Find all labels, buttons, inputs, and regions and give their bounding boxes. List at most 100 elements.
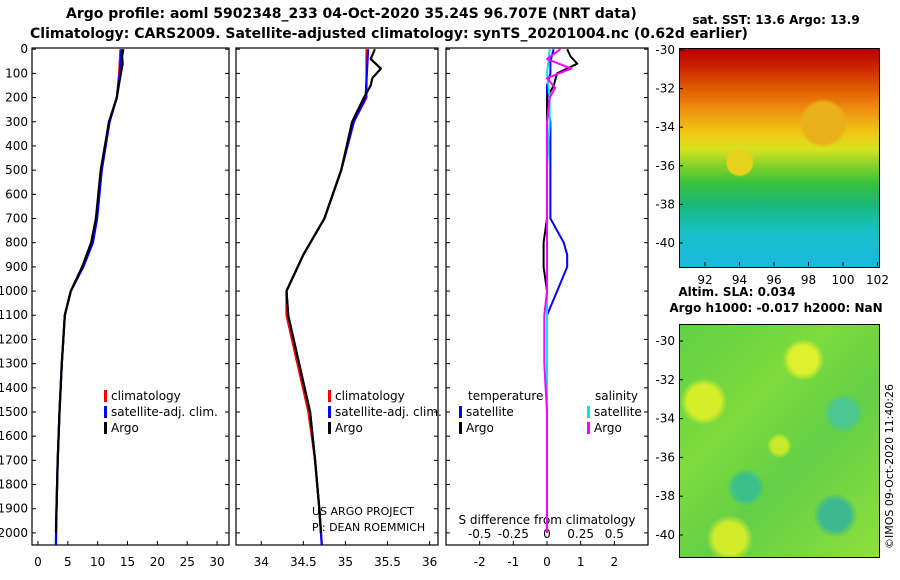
depth-tick-label: 2000 [0,526,28,540]
diff-legend-salinity-title: salinity [595,389,638,403]
sst-map-lat-label: -30 [655,43,675,57]
depth-tick-label: 1100 [0,308,28,322]
sla-map-lat-label: -34 [655,412,675,426]
sal-legend-label: Argo [335,421,363,435]
sla-map-lat-label: -30 [655,334,675,348]
temp-x-tick-label: 20 [150,555,165,569]
sal-legend-swatch [328,390,331,402]
depth-tick-label: 200 [5,91,28,105]
sal-legend-label: climatology [335,389,405,403]
sal-x-tick-label: 34.5 [290,555,317,569]
panel-frame-1 [31,47,230,546]
diff-temp-legend-swatch [459,406,462,418]
series-diff-salinity-argo [543,48,573,533]
temp-legend-label: climatology [111,389,181,403]
temp-legend-swatch [104,406,107,418]
pi-annotation: PI: DEAN ROEMMICH [312,521,425,534]
series-climatology [285,49,368,546]
depth-tick-label: 100 [5,66,28,80]
series-argo [54,49,125,533]
diff-sal-x-tick-label: -0.5 [468,527,491,541]
sla-map-title-1: Altim. SLA: 0.034 [678,285,795,299]
sal-x-tick-label: 34 [254,555,269,569]
depth-tick-label: 1400 [0,381,28,395]
sla-map [679,324,880,558]
diff-temp-x-tick-label: -2 [474,555,486,569]
sla-map-title-2: Argo h1000: -0.017 h2000: NaN [669,301,882,315]
sal-x-tick-label: 35.5 [374,555,401,569]
sal-legend-label: satellite-adj. clim. [335,405,442,419]
depth-tick-label: 1900 [0,502,28,516]
sst-map-lat-label: -34 [655,120,675,134]
diff-sal-legend-label: Argo [594,421,622,435]
temp-legend-label: Argo [111,421,139,435]
sst-map-lon-label: 94 [732,273,747,287]
depth-tick-label: 800 [5,236,28,250]
diff-sal-x-tick-label: -0.25 [498,527,529,541]
diff-sal-legend-swatch [587,406,590,418]
sst-map-lat-label: -40 [655,236,675,250]
sla-map-lat-label: -32 [655,373,675,387]
series-satellite-adj-clim- [54,49,123,546]
temp-x-tick-label: 15 [120,555,135,569]
depth-tick-label: 900 [5,260,28,274]
sst-map-title: sat. SST: 13.6 Argo: 13.9 [692,13,859,27]
series-argo [285,48,382,533]
temp-legend-swatch [104,390,107,402]
diff-temp-x-tick-label: 0 [543,555,551,569]
sst-map-lon-label: 102 [866,273,889,287]
sst-map-lat-label: -38 [655,197,675,211]
sal-legend-swatch [328,406,331,418]
figure-title-line-2: Climatology: CARS2009. Satellite-adjuste… [30,26,748,42]
depth-tick-label: 1200 [0,332,28,346]
depth-tick-label: 1700 [0,453,28,467]
depth-tick-label: 1600 [0,429,28,443]
depth-tick-label: 1800 [0,478,28,492]
sst-map-lon-label: 92 [697,273,712,287]
series-climatology [54,49,122,546]
sal-x-tick-label: 36 [422,555,437,569]
sla-map-lat-label: -36 [655,450,675,464]
depth-tick-label: 300 [5,115,28,129]
sst-map [679,48,880,268]
depth-tick-label: 1000 [0,284,28,298]
depth-tick-label: 500 [5,163,28,177]
diff-sal-x-tick-label: 0 [543,527,551,541]
diff-legend-temperature-title: temperature [468,389,543,403]
series-satellite-adj-clim- [285,49,370,546]
sst-map-lat-label: -36 [655,159,675,173]
diff-sal-x-tick-label: 0.5 [605,527,624,541]
diff-temp-x-tick-label: 1 [577,555,585,569]
temp-x-tick-label: 10 [90,555,105,569]
depth-tick-label: 700 [5,212,28,226]
sst-map-lon-label: 98 [801,273,816,287]
sst-map-lon-label: 96 [766,273,781,287]
depth-tick-label: 1300 [0,357,28,371]
series-diff-temperature-argo [542,48,579,533]
sst-map-lat-label: -32 [655,82,675,96]
temp-x-tick-label: 25 [180,555,195,569]
diff-temp-legend-swatch [459,422,462,434]
depth-tick-label: 0 [20,42,28,56]
copyright-annotation: ©IMOS 09-Oct-2020 11:40:26 [883,384,896,549]
diff-temp-legend-label: satellite [466,405,514,419]
diff-temp-x-tick-label: -1 [507,555,519,569]
diff-sal-legend-swatch [587,422,590,434]
depth-tick-label: 400 [5,139,28,153]
depth-tick-label: 1500 [0,405,28,419]
temp-legend-swatch [104,422,107,434]
temp-x-tick-label: 0 [34,555,42,569]
diff-sal-x-tick-label: 0.25 [567,527,594,541]
temp-legend-label: satellite-adj. clim. [111,405,218,419]
diff-temp-x-tick-label: 2 [611,555,619,569]
temp-x-tick-label: 5 [64,555,72,569]
depth-tick-label: 600 [5,187,28,201]
sal-legend-swatch [328,422,331,434]
temp-x-tick-label: 30 [209,555,224,569]
sla-map-lat-label: -40 [655,528,675,542]
panel-frame-2 [235,47,439,546]
diff-temp-legend-label: Argo [466,421,494,435]
sal-x-tick-label: 35 [338,555,353,569]
diff-sal-legend-label: satellite [594,405,642,419]
